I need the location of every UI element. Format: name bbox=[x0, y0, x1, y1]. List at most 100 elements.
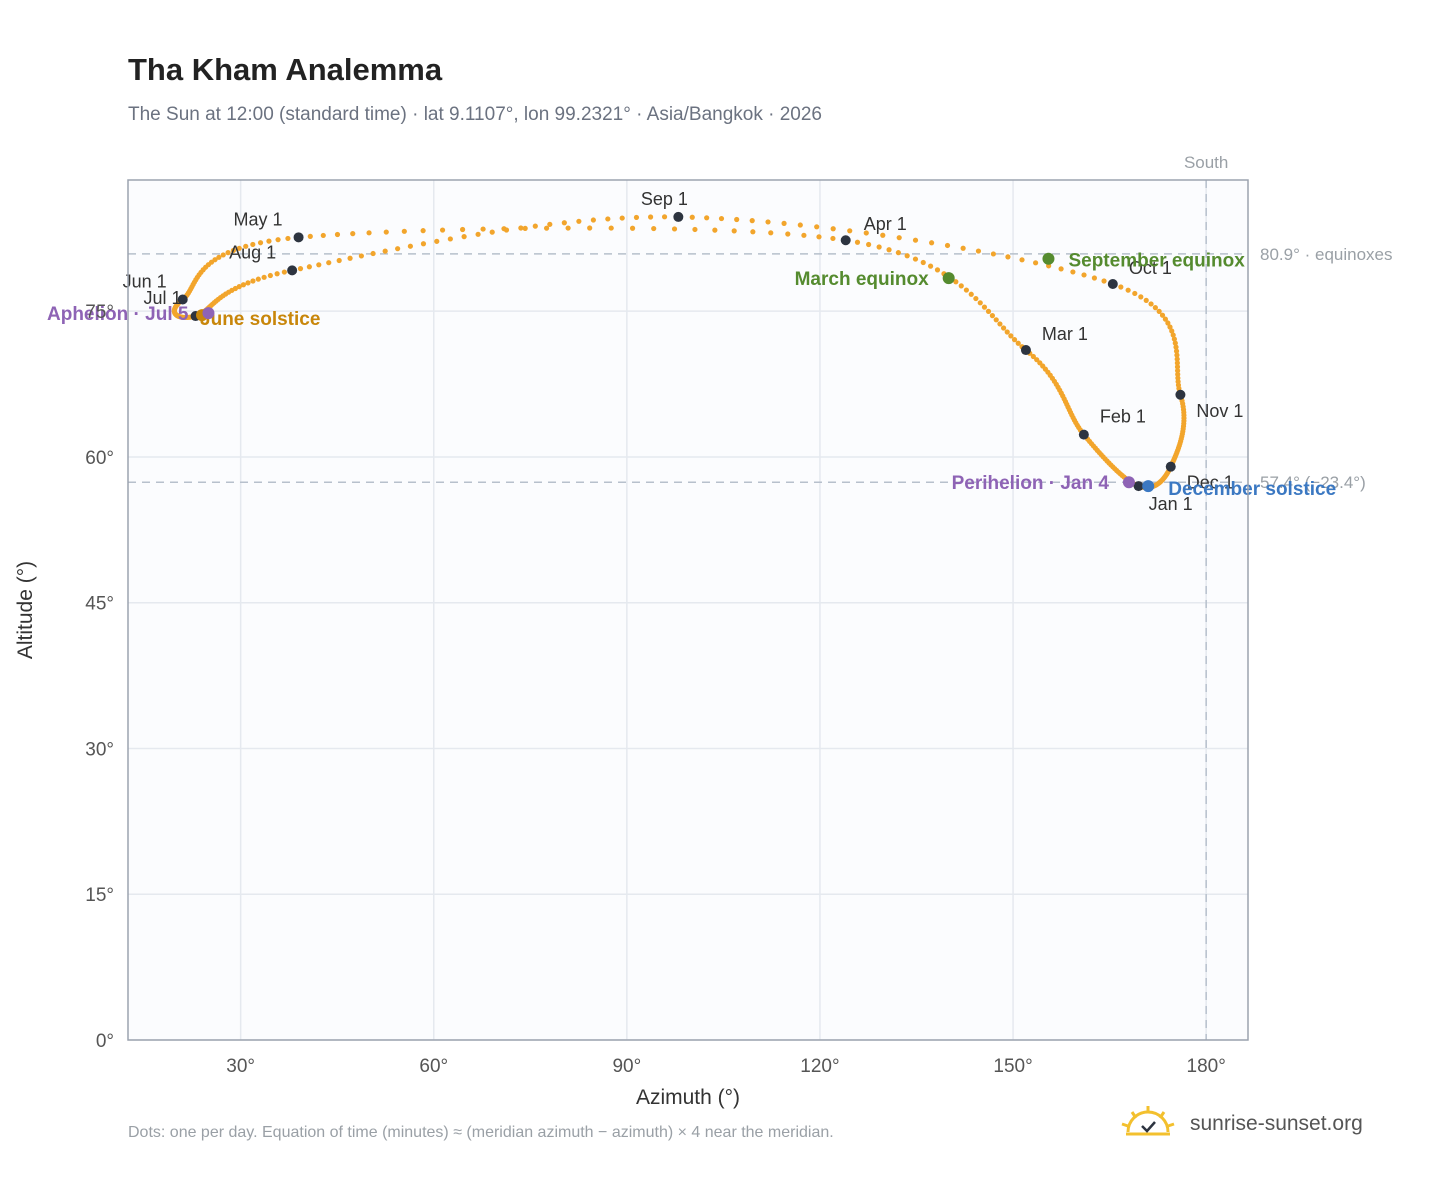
daily-dot bbox=[692, 226, 698, 233]
daily-dot bbox=[830, 235, 836, 242]
daily-dot bbox=[232, 285, 238, 292]
month-label: Nov 1 bbox=[1196, 401, 1243, 421]
daily-dot bbox=[985, 308, 992, 314]
daily-dot bbox=[439, 227, 446, 233]
daily-dot bbox=[1174, 352, 1180, 358]
daily-dot bbox=[866, 241, 872, 248]
daily-dot bbox=[854, 239, 861, 245]
daily-dot bbox=[981, 304, 988, 310]
daily-dot bbox=[1011, 337, 1018, 343]
daily-dot bbox=[1165, 320, 1171, 326]
daily-dot bbox=[1172, 340, 1178, 346]
daily-dot bbox=[904, 253, 910, 259]
plot-frame bbox=[127, 179, 1249, 1041]
daily-dot bbox=[285, 235, 291, 242]
event-label: Perihelion · Jan 4 bbox=[952, 473, 1110, 494]
month-label: Dec 1 bbox=[1187, 473, 1234, 493]
daily-dot bbox=[963, 287, 969, 293]
daily-dot bbox=[801, 232, 807, 238]
daily-dot bbox=[561, 220, 567, 226]
daily-dot bbox=[1008, 333, 1014, 339]
daily-dot bbox=[785, 231, 791, 237]
daily-dot bbox=[814, 224, 820, 230]
daily-dot bbox=[1156, 308, 1162, 314]
daily-dot bbox=[1173, 348, 1180, 354]
month-label: Jun 1 bbox=[123, 272, 167, 292]
daily-dot bbox=[990, 251, 996, 257]
daily-dot bbox=[1034, 357, 1040, 363]
daily-dot bbox=[503, 227, 510, 233]
daily-dot bbox=[816, 234, 822, 240]
y-tick-label: 60° bbox=[85, 448, 114, 469]
daily-dot bbox=[671, 226, 678, 232]
daily-dot bbox=[590, 217, 596, 223]
x-tick-label: 150° bbox=[993, 1056, 1032, 1077]
daily-dot bbox=[489, 229, 495, 235]
daily-dot bbox=[993, 317, 999, 323]
month-label: Feb 1 bbox=[1100, 407, 1146, 427]
month-marker bbox=[1175, 389, 1186, 400]
daily-dot bbox=[1000, 325, 1007, 331]
daily-dot bbox=[447, 236, 453, 242]
brand[interactable]: sunrise-sunset.org bbox=[1120, 1104, 1400, 1144]
daily-dot bbox=[1159, 312, 1166, 318]
daily-dot bbox=[968, 291, 974, 297]
daily-dot bbox=[765, 219, 771, 225]
daily-dot bbox=[522, 225, 528, 231]
daily-dot bbox=[475, 231, 481, 237]
daily-dot bbox=[1173, 344, 1179, 350]
daily-dot bbox=[647, 214, 654, 220]
daily-dot bbox=[382, 248, 388, 254]
daily-dot bbox=[240, 282, 247, 288]
daily-dot bbox=[461, 234, 467, 240]
daily-dot bbox=[929, 240, 935, 246]
month-label: Mar 1 bbox=[1042, 324, 1088, 344]
daily-dot bbox=[1162, 316, 1168, 322]
daily-dot bbox=[712, 227, 718, 233]
month-label: Jan 1 bbox=[1149, 494, 1193, 514]
y-tick-label: 45° bbox=[85, 594, 114, 615]
daily-dot bbox=[1004, 329, 1010, 335]
south-label: South bbox=[1184, 153, 1228, 172]
daily-dot bbox=[336, 257, 342, 264]
daily-dot bbox=[958, 283, 964, 289]
daily-dot bbox=[896, 235, 902, 241]
daily-dot bbox=[781, 220, 787, 226]
axis-ticks: 30° 60° 90° 120° 150° 180° 0° 15° 30° 45° 60° 75° bbox=[85, 302, 1226, 1077]
daily-dot bbox=[1152, 305, 1158, 311]
daily-dot bbox=[651, 225, 657, 232]
daily-dot bbox=[220, 252, 226, 258]
daily-dot bbox=[543, 225, 550, 231]
daily-dot bbox=[366, 230, 372, 236]
daily-dot bbox=[587, 225, 593, 231]
daily-dot bbox=[750, 229, 756, 235]
daily-dot bbox=[274, 271, 280, 277]
y-tick-label: 75° bbox=[85, 302, 114, 323]
daily-dot bbox=[1174, 364, 1181, 370]
y-axis-label: Altitude (°) bbox=[14, 561, 37, 659]
daily-dot bbox=[886, 247, 892, 253]
x-tick-label: 30° bbox=[226, 1056, 255, 1077]
plot-background bbox=[128, 180, 1248, 1040]
daily-dot bbox=[326, 260, 332, 266]
daily-dot bbox=[1091, 275, 1098, 281]
daily-dot bbox=[1037, 360, 1043, 366]
daily-dot bbox=[619, 215, 625, 221]
daily-dot bbox=[236, 284, 242, 290]
daily-dot bbox=[230, 247, 236, 254]
event-label: Aphelion · Jul 5 bbox=[47, 304, 189, 325]
month-marker bbox=[673, 211, 684, 222]
daily-dot bbox=[275, 237, 281, 243]
reference-line-label: 57.4° (−23.4°) bbox=[1260, 473, 1366, 492]
month-marker bbox=[1078, 429, 1089, 440]
reference-lines: South 80.9° · equinoxes 57.4° (−23.4°) bbox=[128, 153, 1393, 1040]
daily-dot bbox=[267, 272, 273, 279]
sun-logo-icon bbox=[1121, 1106, 1175, 1136]
daily-dot bbox=[565, 225, 571, 231]
daily-dot bbox=[1030, 353, 1036, 360]
month-label: Oct 1 bbox=[1129, 258, 1172, 278]
month-label: Sep 1 bbox=[641, 189, 688, 209]
daily-dot bbox=[480, 226, 486, 232]
